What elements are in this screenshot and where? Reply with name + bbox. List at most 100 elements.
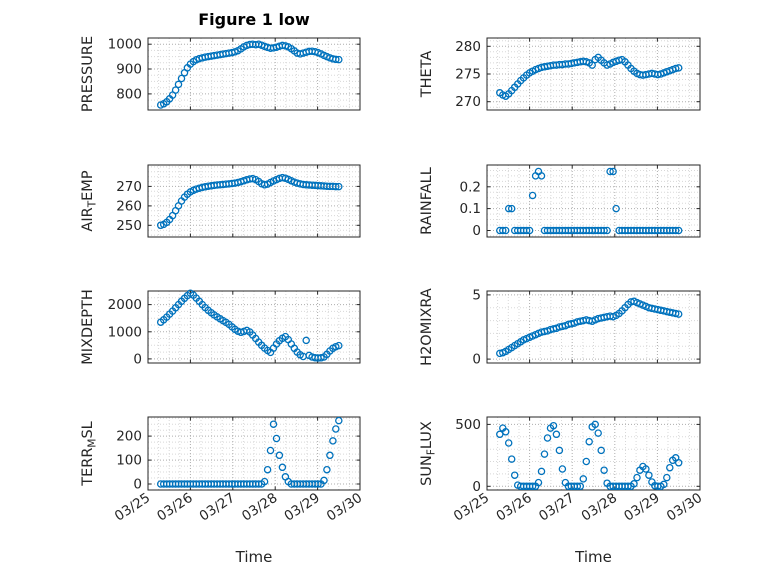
tick-marks — [147, 165, 361, 237]
data-point-marker — [549, 421, 558, 430]
data-point-marker — [269, 420, 278, 428]
axes-box — [147, 290, 361, 364]
tick-marks — [486, 38, 701, 110]
data-point-marker — [501, 428, 510, 436]
data-point-marker — [660, 480, 668, 489]
data-point-marker — [537, 467, 546, 476]
data-point-marker — [501, 226, 510, 235]
x-axis-label-left: Time — [235, 548, 273, 566]
data-point-marker — [597, 446, 605, 455]
x-tick-label: 03/29 — [281, 490, 322, 525]
subplot-mixdepth: 0 1000 2000 MIXDEPTH — [80, 289, 361, 367]
y-tick-label: 200 — [116, 429, 142, 445]
data-point-marker — [674, 310, 683, 318]
data-point-marker — [594, 429, 602, 437]
data-points-pressure — [156, 40, 343, 109]
x-tick-label: 03/27 — [197, 490, 238, 525]
data-point-marker — [591, 420, 599, 429]
data-points-h2omixra — [496, 297, 683, 358]
data-point-marker — [671, 64, 680, 73]
minor-grid — [487, 165, 700, 237]
data-point-marker — [645, 471, 653, 479]
y-tick-label: 2000 — [108, 297, 142, 313]
y-axis-label-terr-msl: TERRMSL — [80, 421, 99, 487]
y-tick-label: 270 — [455, 94, 481, 110]
major-grid — [487, 291, 700, 363]
x-tick-label: 03/30 — [324, 490, 365, 525]
data-point-marker — [260, 477, 269, 486]
data-point-marker — [642, 465, 650, 473]
data-point-marker — [552, 430, 561, 439]
y-tick-label: 0.2 — [460, 179, 481, 195]
data-point-marker — [674, 459, 683, 467]
x-tick-label: 03/25 — [451, 490, 492, 525]
minor-grid — [148, 38, 360, 110]
data-point-marker — [537, 172, 546, 180]
data-point-marker — [525, 226, 534, 235]
y-tick-label: 5 — [472, 287, 481, 303]
data-point-marker — [335, 55, 343, 64]
data-point-marker — [177, 74, 186, 83]
data-point-marker — [496, 430, 504, 439]
y-axis-label-sun-flux: SUNFLUX — [419, 421, 438, 486]
data-point-marker — [314, 480, 322, 488]
axes-box — [147, 164, 361, 238]
data-point-marker — [582, 457, 591, 466]
data-point-marker — [603, 226, 611, 235]
data-point-marker — [320, 476, 328, 485]
tick-marks — [486, 291, 701, 363]
data-point-marker — [633, 473, 641, 482]
data-point-marker — [326, 451, 334, 460]
y-tick-label: 100 — [116, 453, 142, 469]
y-tick-label: 275 — [455, 67, 481, 83]
data-points-theta — [496, 53, 683, 100]
x-tick-label: 03/28 — [239, 490, 280, 525]
data-point-marker — [504, 439, 513, 447]
x-tick-label: 03/26 — [493, 490, 534, 525]
data-point-marker — [630, 480, 638, 488]
major-grid — [148, 417, 360, 490]
y-tick-label: 0 — [133, 477, 142, 493]
data-point-marker — [555, 446, 564, 455]
data-point-marker — [540, 450, 549, 458]
data-points-rainfall — [496, 167, 683, 235]
data-point-marker — [534, 478, 543, 487]
data-point-marker — [573, 482, 582, 491]
data-point-marker — [600, 466, 608, 474]
y-tick-label: 900 — [116, 62, 142, 78]
data-points-air-temp — [156, 173, 343, 230]
data-point-marker — [666, 463, 674, 472]
y-tick-label: 270 — [116, 179, 142, 195]
subplot-h2omixra: 0 5 H2OMIXRA — [419, 287, 701, 368]
data-point-marker — [507, 455, 516, 463]
data-point-marker — [600, 226, 608, 235]
axes-box — [486, 416, 701, 491]
figure-title: Figure 1 low — [198, 10, 310, 29]
data-points-mixdepth — [156, 289, 343, 362]
subplot-pressure: 800 900 1000 PRESSURE — [80, 36, 361, 112]
x-tick-label: 03/30 — [664, 490, 705, 525]
data-point-marker — [335, 416, 343, 425]
data-point-marker — [543, 434, 552, 442]
data-point-marker — [335, 341, 343, 350]
minor-grid — [487, 291, 700, 363]
x-tick-label: 03/27 — [536, 490, 577, 525]
y-tick-label: 800 — [116, 86, 142, 102]
axes-box — [486, 164, 701, 238]
data-points-terr-msl — [156, 416, 343, 488]
subplot-air-temp: 250 260 270 AIRTEMP — [80, 164, 361, 238]
data-point-marker — [674, 64, 683, 72]
data-point-marker — [522, 226, 531, 235]
data-point-marker — [606, 167, 614, 176]
data-point-marker — [576, 482, 585, 491]
data-point-marker — [329, 437, 337, 445]
y-axis-label-air-temp: AIRTEMP — [80, 170, 99, 231]
y-axis-label-rainfall: RAINFALL — [419, 167, 435, 235]
y-tick-label: 0 — [472, 223, 481, 239]
minor-grid — [487, 417, 700, 490]
data-point-marker — [624, 482, 632, 491]
data-point-marker — [266, 446, 275, 455]
tick-marks — [147, 291, 361, 363]
y-tick-label: 260 — [116, 198, 142, 214]
